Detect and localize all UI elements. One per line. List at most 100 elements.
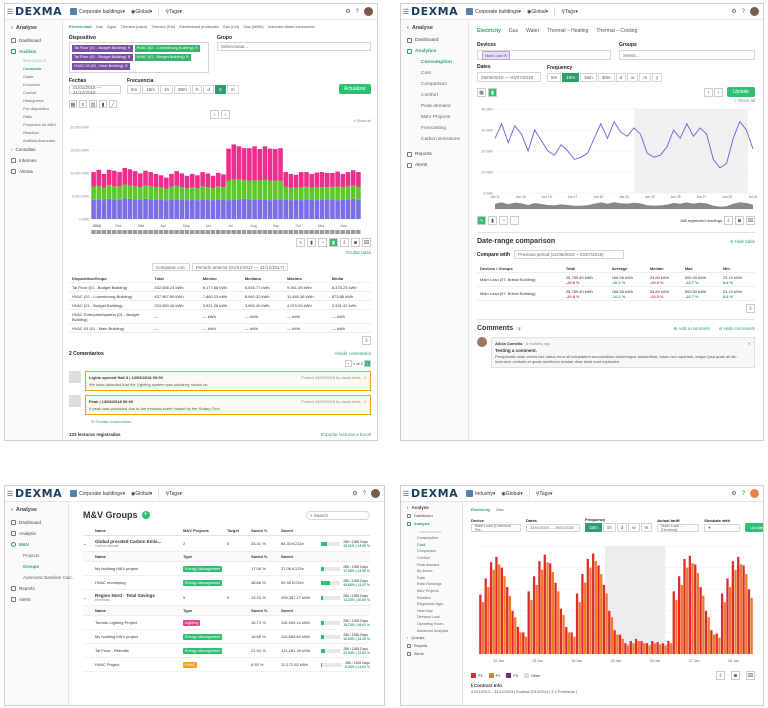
legend-item[interactable]: P2 bbox=[488, 673, 500, 678]
legend-item[interactable]: Other bbox=[523, 673, 540, 678]
close-icon[interactable]: ✕ bbox=[363, 399, 367, 404]
sidebar-subitem[interactable]: Heat Map bbox=[417, 608, 433, 613]
frequency-button[interactable]: 15m bbox=[142, 85, 160, 94]
sidebar-item-dashboard[interactable]: Dashboard bbox=[401, 35, 468, 46]
frequency-button[interactable]: S bbox=[214, 85, 226, 94]
frequency-button[interactable]: y bbox=[652, 73, 663, 82]
show-all-link[interactable]: ⌕ Show all bbox=[734, 98, 755, 103]
columns-icon[interactable]: ▥ bbox=[89, 100, 97, 108]
sidebar-item-mv[interactable]: M&V bbox=[5, 539, 68, 550]
sidebar-item-analysis[interactable]: Analysis bbox=[5, 528, 68, 539]
sidebar-item-analytics[interactable]: Analytics bbox=[401, 46, 468, 57]
sidebar-subitem[interactable]: Consumo bbox=[23, 65, 42, 71]
update-button[interactable]: Update bbox=[745, 523, 763, 532]
stack-icon[interactable]: ≡ bbox=[79, 100, 87, 108]
supply-tab[interactable]: Térmica (frío) bbox=[151, 24, 176, 29]
next-icon[interactable]: › bbox=[221, 110, 230, 119]
frequency-button[interactable]: 5m bbox=[127, 85, 142, 94]
trash-icon[interactable]: ⌧ bbox=[746, 671, 755, 680]
sidebar-subitem[interactable]: Automatic Baseline Calc.. bbox=[23, 575, 75, 580]
frequency-button[interactable]: m bbox=[226, 85, 239, 94]
device-chip[interactable]: HVAC (02 - Luxembourg Building) ✕ bbox=[134, 45, 200, 52]
project-row[interactable]: Tal Floor - Retrofits Energy Management 21… bbox=[83, 644, 370, 658]
supply-tab[interactable]: Water bbox=[526, 28, 540, 34]
supply-tab[interactable]: Electricidad producida bbox=[179, 24, 219, 29]
project-row[interactable]: My building M&V project Energy Management… bbox=[83, 562, 370, 576]
group-row[interactable]: ⌄ Global prorated Carbon Emis... Carbon di… bbox=[83, 536, 370, 552]
table-icon[interactable]: ▦ bbox=[477, 87, 486, 97]
frequency-button[interactable]: m bbox=[639, 73, 652, 82]
device-select[interactable]: Main Load (Chemical Pla... bbox=[471, 524, 521, 532]
sidebar-subitem[interactable]: Reactiva bbox=[23, 129, 39, 135]
supply-tab[interactable]: Thermal – Heating bbox=[547, 28, 589, 34]
sidebar-subitem[interactable]: Confort bbox=[23, 89, 37, 95]
sidebar-item-analysis[interactable]: Analysis bbox=[401, 520, 462, 528]
supply-tab[interactable]: Electricity bbox=[471, 507, 491, 512]
sidebar-subitem[interactable]: Forecasting bbox=[421, 126, 447, 131]
sidebar-item-dashboard[interactable]: Dashboard bbox=[5, 517, 68, 528]
download-icon[interactable]: ⇩ bbox=[746, 304, 755, 313]
gear-icon[interactable]: ⚙ bbox=[352, 491, 358, 497]
sidebar-subitem[interactable]: Ratio Rankings bbox=[417, 582, 442, 587]
next-icon[interactable]: › bbox=[714, 87, 723, 97]
sidebar-subitem[interactable]: Reactive bbox=[417, 595, 431, 600]
prev-page-icon[interactable]: ‹ bbox=[344, 360, 352, 367]
frequency-button[interactable]: 1h bbox=[602, 523, 616, 532]
frequency-button[interactable]: m bbox=[640, 523, 653, 532]
frequency-button[interactable]: d bbox=[203, 85, 214, 94]
date-range-input[interactable]: 25/06/2019 — 01/07/2019 bbox=[477, 72, 541, 82]
sidebar-subitem[interactable]: Peak demand bbox=[421, 104, 451, 109]
supply-tab[interactable]: Gas bbox=[95, 24, 104, 29]
download-icon[interactable]: ⇩ bbox=[362, 336, 371, 345]
legend-item[interactable]: P1 bbox=[471, 673, 483, 678]
next-page-icon[interactable]: › bbox=[364, 360, 371, 367]
close-icon[interactable]: ✕ bbox=[363, 375, 367, 380]
avatar[interactable] bbox=[364, 7, 373, 16]
hide-comments-link[interactable]: ⊖ Hide comments bbox=[718, 325, 755, 331]
bar-icon[interactable]: ▮ bbox=[99, 100, 107, 108]
devices-icon[interactable]: ▮ bbox=[488, 87, 497, 97]
simulate-select[interactable]: ▾ bbox=[704, 524, 741, 532]
frequency-button[interactable]: h bbox=[191, 85, 203, 94]
sidebar-subitem[interactable]: Proyectos de M&V bbox=[23, 121, 57, 127]
frequency-button[interactable]: d bbox=[615, 73, 627, 82]
export-excel-link[interactable]: Exportar lecturas a Excel bbox=[320, 432, 371, 437]
sidebar-subitem[interactable]: Demand Load bbox=[417, 615, 440, 620]
sidebar-item-alerts[interactable]: Alerts bbox=[5, 594, 68, 605]
supply-tab[interactable]: Agua bbox=[107, 24, 117, 29]
trash-icon[interactable]: ⌧ bbox=[362, 238, 371, 247]
sidebar-item-dashboard[interactable]: Dashboard bbox=[401, 512, 462, 520]
line-chart-icon[interactable]: ∿ bbox=[296, 238, 305, 247]
tags-filter[interactable]: ⚲ Tags ▾ bbox=[561, 8, 579, 15]
sidebar-subitem[interactable]: Coste bbox=[23, 73, 34, 79]
download-icon[interactable]: ⇩ bbox=[716, 671, 725, 680]
avatar[interactable] bbox=[750, 489, 759, 498]
device-chip[interactable]: HVAC (01 - Budget Building) ✕ bbox=[134, 54, 191, 61]
sidebar-item-reports[interactable]: Reports bbox=[401, 642, 462, 650]
prev-icon[interactable]: ‹ bbox=[210, 110, 219, 119]
sidebar-subitem[interactable]: Comfort bbox=[421, 93, 439, 98]
sidebar-item-analisis[interactable]: Análisis bbox=[5, 46, 62, 57]
help-icon[interactable]: ? bbox=[741, 8, 745, 15]
pie-chart-icon[interactable]: ◔ bbox=[499, 216, 508, 225]
hide-table-link[interactable]: ⊖ Hide table bbox=[729, 238, 755, 244]
sidebar-item-dashboard[interactable]: Dashboard bbox=[5, 35, 62, 46]
camera-icon[interactable]: ◙ bbox=[735, 216, 744, 225]
groups-select[interactable]: Select... bbox=[619, 50, 755, 60]
frequency-button[interactable]: w bbox=[628, 523, 640, 532]
pie-chart-icon[interactable]: ◔ bbox=[318, 238, 327, 247]
download-icon[interactable]: ⇩ bbox=[724, 216, 733, 225]
device-multiselect[interactable]: Tal Floor (01 - Budget Building) ✕ HVAC (… bbox=[69, 42, 209, 73]
tariff-select[interactable]: Main Load - Electricity bbox=[657, 524, 700, 532]
sidebar-subitem[interactable]: Cost bbox=[421, 71, 431, 76]
sidebar-subitem[interactable]: Carbon Emissions bbox=[421, 137, 460, 142]
search-input[interactable]: ⌕ Search bbox=[306, 510, 370, 520]
compare-select[interactable]: Previous period (21/06/2019 – 03/07/2019… bbox=[514, 250, 625, 259]
frequency-button[interactable]: 5m bbox=[547, 73, 562, 82]
line-icon[interactable]: ╱ bbox=[109, 100, 117, 108]
sidebar-item-alerts[interactable]: Alerts bbox=[401, 160, 468, 171]
sidebar-subitem[interactable]: M&V Projects bbox=[421, 115, 451, 120]
chevron-down-icon[interactable]: ⌄ bbox=[83, 541, 87, 546]
chevron-down-icon[interactable]: ⌄ bbox=[83, 595, 87, 600]
compare-select[interactable]: Periodo anterior (01/01/2017 — 31/12/201… bbox=[191, 263, 289, 271]
